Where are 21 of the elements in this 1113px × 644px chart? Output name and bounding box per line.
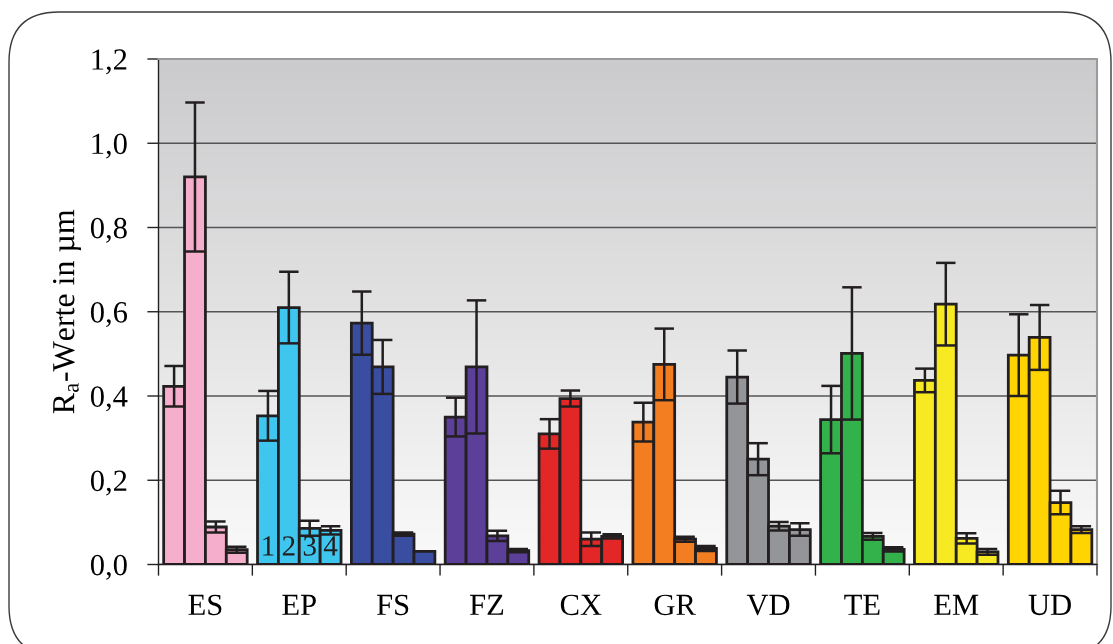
x-tick-label: TE <box>844 594 880 615</box>
x-tick-label: CX <box>560 594 602 616</box>
y-tick-label: 0,6 <box>90 302 128 328</box>
y-tick-label: 1,2 <box>92 49 127 75</box>
y-tick-label: 0,4 <box>90 386 128 412</box>
y-tick-label: 1,0 <box>92 133 127 159</box>
x-tick-label: VD <box>746 594 790 616</box>
y-tick-label: 0,2 <box>90 470 127 496</box>
y-tick-label: 0,0 <box>90 554 127 580</box>
annotation: 1 <box>263 536 274 556</box>
annotation: 4 <box>323 536 338 556</box>
y-axis-title: R$_{a}$-Werte in µm <box>52 209 81 414</box>
x-tick-label: FZ <box>470 594 504 615</box>
x-tick-label: UD <box>1028 594 1071 616</box>
annotation: 2 <box>282 536 295 556</box>
x-tick-label: EM <box>934 594 979 615</box>
y-tick-label: 0,8 <box>90 217 127 243</box>
x-tick-label: EP <box>282 594 316 615</box>
x-tick-label: GR <box>654 594 696 616</box>
x-tick-label: ES <box>188 594 222 616</box>
x-tick-label: FS <box>377 594 409 616</box>
